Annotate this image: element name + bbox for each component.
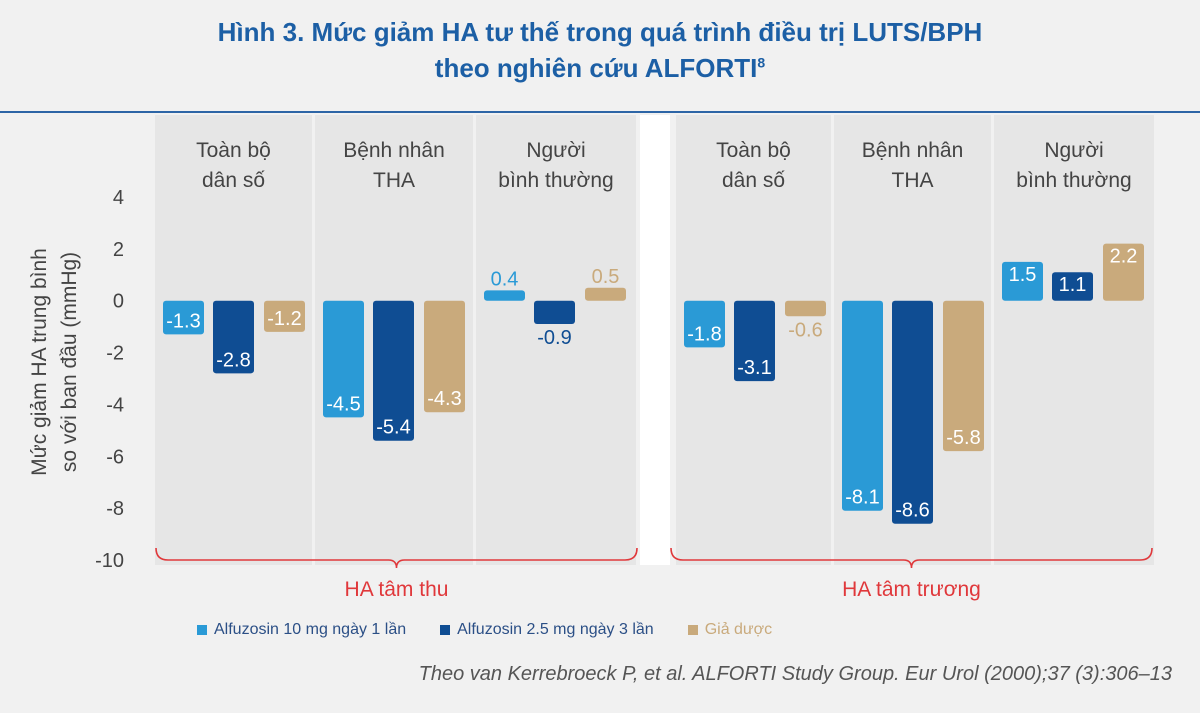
data-label: -5.8 bbox=[946, 427, 980, 449]
legend-item-alfuzosin-2-5: Alfuzosin 2.5 mg ngày 3 lần bbox=[440, 621, 654, 639]
bar bbox=[163, 300, 204, 335]
legend-item-alfuzosin-10: Alfuzosin 10 mg ngày 1 lần bbox=[197, 621, 406, 639]
bar bbox=[484, 290, 525, 301]
group-label: dân số bbox=[722, 169, 785, 192]
group-label: bình thường bbox=[1016, 169, 1131, 192]
data-label: -3.1 bbox=[737, 357, 771, 379]
y-tick-label: 2 bbox=[113, 239, 124, 261]
data-label: -8.6 bbox=[895, 500, 929, 522]
group-label: dân số bbox=[202, 169, 265, 192]
group-label: THA bbox=[373, 169, 415, 192]
bar bbox=[373, 300, 414, 441]
legend: Alfuzosin 10 mg ngày 1 lần Alfuzosin 2.5… bbox=[197, 619, 806, 641]
data-label: -0.9 bbox=[537, 327, 571, 349]
bar bbox=[684, 300, 725, 348]
legend-item-placebo: Giả dược bbox=[687, 621, 773, 639]
source-citation: Theo van Kerrebroeck P, et al. ALFORTI S… bbox=[418, 663, 1172, 685]
group-label: Người bbox=[1044, 139, 1103, 162]
data-label: 0.5 bbox=[592, 266, 620, 288]
bar bbox=[1103, 243, 1144, 301]
title-divider bbox=[0, 111, 1200, 113]
title-line-1: Hình 3. Mức giảm HA tư thế trong quá trì… bbox=[217, 17, 983, 47]
panel-label: HA tâm thu bbox=[345, 578, 449, 601]
legend-swatch bbox=[440, 625, 451, 635]
panel-bracket bbox=[670, 547, 1153, 569]
y-tick-label: -2 bbox=[106, 343, 124, 365]
group-label: THA bbox=[892, 169, 934, 192]
y-tick-label: -10 bbox=[95, 550, 124, 572]
data-label: -4.5 bbox=[326, 393, 360, 415]
panel-label: HA tâm trương bbox=[842, 578, 981, 601]
bar bbox=[892, 300, 933, 524]
data-label: -1.3 bbox=[166, 310, 200, 332]
panel-gap bbox=[640, 115, 670, 565]
bar bbox=[213, 300, 254, 374]
bar bbox=[1052, 272, 1093, 301]
bar bbox=[264, 300, 305, 332]
data-label: 1.5 bbox=[1009, 264, 1037, 286]
legend-label: Giả dược bbox=[704, 621, 773, 638]
group-label: Bệnh nhân bbox=[862, 139, 964, 162]
y-tick-label: 4 bbox=[113, 187, 124, 209]
bar bbox=[943, 300, 984, 452]
data-label: -4.3 bbox=[427, 388, 461, 410]
group-background bbox=[476, 115, 636, 565]
group-label: Bệnh nhân bbox=[343, 139, 445, 162]
group-label: Toàn bộ bbox=[196, 139, 271, 162]
chart-title: Hình 3. Mức giảm HA tư thế trong quá trì… bbox=[0, 14, 1200, 86]
data-label: 1.1 bbox=[1059, 274, 1087, 296]
group-label: Toàn bộ bbox=[716, 139, 791, 162]
panel-bracket bbox=[155, 547, 638, 569]
title-superscript: 8 bbox=[757, 54, 766, 71]
bar bbox=[585, 287, 626, 301]
y-tick-label: -4 bbox=[106, 394, 124, 416]
data-label: -1.2 bbox=[267, 308, 301, 330]
data-label: 2.2 bbox=[1110, 246, 1138, 268]
data-label: -5.4 bbox=[376, 417, 410, 439]
data-label: 0.4 bbox=[491, 268, 519, 290]
y-axis-label: so với ban đầu (mmHg) bbox=[58, 252, 81, 472]
data-label: -8.1 bbox=[845, 487, 879, 509]
y-tick-label: 0 bbox=[113, 291, 124, 313]
bar bbox=[785, 300, 826, 317]
y-tick-label: -8 bbox=[106, 498, 124, 520]
bar bbox=[842, 300, 883, 511]
bar bbox=[323, 300, 364, 418]
legend-swatch bbox=[197, 625, 207, 635]
bar bbox=[424, 300, 465, 413]
legend-swatch bbox=[687, 625, 698, 635]
bar bbox=[1002, 261, 1043, 301]
bar bbox=[734, 300, 775, 382]
group-label: Người bbox=[526, 139, 585, 162]
legend-label: Alfuzosin 10 mg ngày 1 lần bbox=[214, 621, 407, 638]
title-line-2-text: theo nghiên cứu ALFORTI bbox=[434, 53, 758, 83]
data-label: -1.8 bbox=[687, 323, 721, 345]
group-label: bình thường bbox=[498, 169, 613, 192]
title-line-2: theo nghiên cứu ALFORTI8 bbox=[0, 50, 1200, 86]
y-tick-label: -6 bbox=[106, 446, 124, 468]
data-label: -2.8 bbox=[216, 349, 250, 371]
group-background bbox=[994, 115, 1154, 565]
legend-label: Alfuzosin 2.5 mg ngày 3 lần bbox=[457, 621, 654, 638]
data-label: -0.6 bbox=[788, 319, 822, 341]
y-axis-label: Mức giảm HA trung bình bbox=[28, 248, 51, 476]
bar bbox=[534, 300, 575, 325]
